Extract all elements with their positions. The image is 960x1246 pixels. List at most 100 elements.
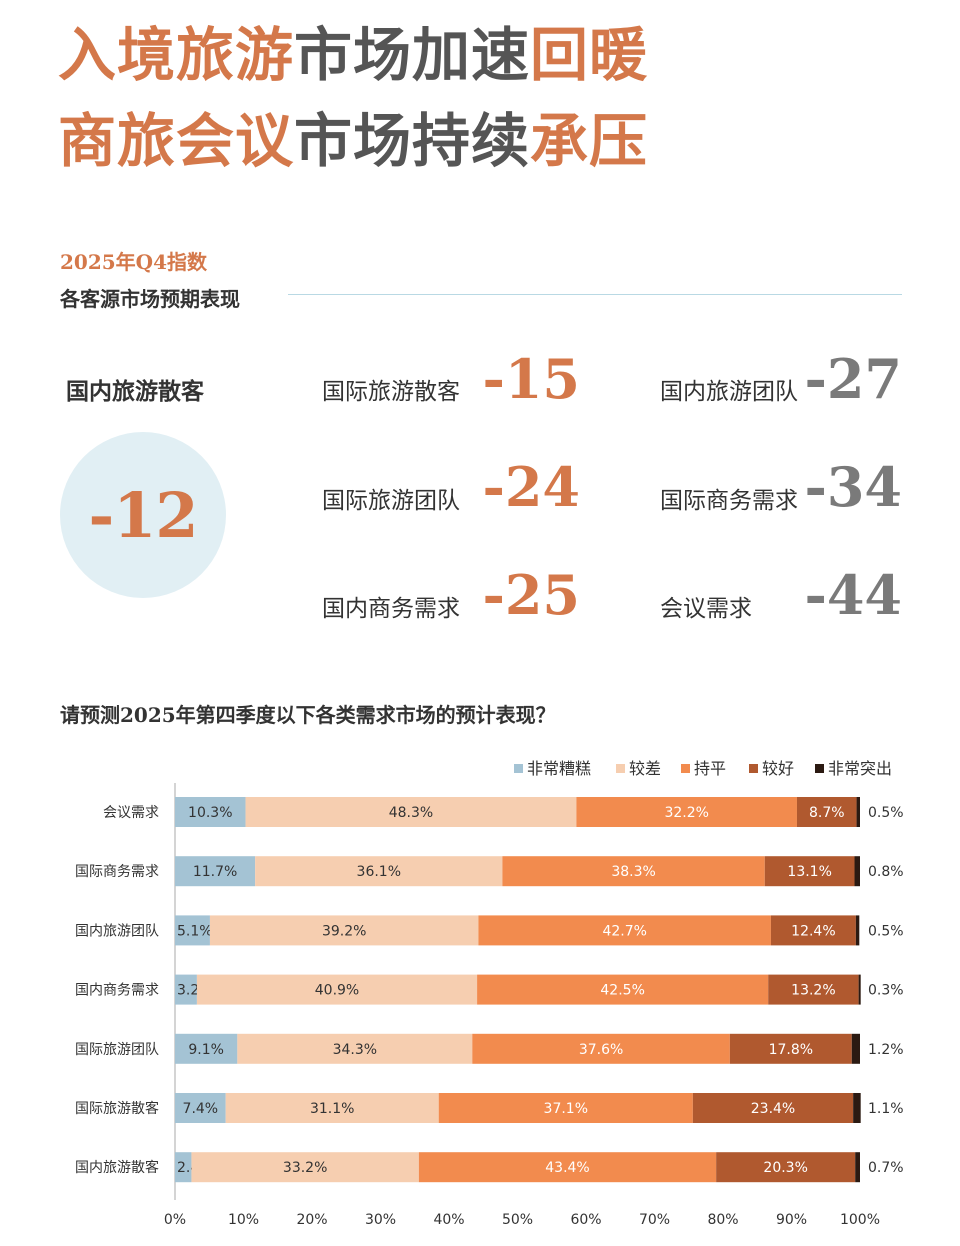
legend-label: 较好	[762, 759, 794, 778]
category-label: 国内旅游团队	[75, 923, 159, 939]
data-label: 8.7%	[809, 805, 845, 821]
metric-value: -27	[804, 347, 902, 411]
data-label: 5.1%	[177, 923, 213, 939]
data-label: 9.1%	[188, 1042, 224, 1058]
highlight-label: 国内旅游散客	[66, 378, 204, 405]
data-label: 40.9%	[315, 983, 359, 999]
bar-segment	[692, 1093, 854, 1123]
bar-segment	[175, 1152, 192, 1183]
bar-segment	[255, 856, 503, 887]
x-tick-label: 70%	[639, 1212, 670, 1228]
data-label: 17.8%	[769, 1042, 813, 1058]
bar-segment	[856, 797, 860, 827]
data-label: 23.4%	[751, 1101, 795, 1117]
title-segment: 入境旅游	[58, 21, 295, 89]
bar-segment	[853, 1093, 861, 1123]
legend-label: 非常糟糕	[527, 759, 591, 778]
bar-segment	[770, 915, 856, 946]
data-label: 20.3%	[763, 1160, 807, 1176]
x-tick-label: 80%	[707, 1212, 738, 1228]
x-tick-label: 0%	[164, 1212, 186, 1228]
bar-segment	[237, 1033, 473, 1064]
bar-segment	[438, 1093, 693, 1123]
category-label: 国内旅游散客	[75, 1159, 159, 1176]
x-tick-label: 50%	[502, 1212, 533, 1228]
title-segment: 回暖	[530, 21, 649, 89]
data-label: 42.7%	[602, 923, 646, 939]
bar-segment	[855, 1152, 860, 1183]
bar-segment	[851, 1033, 860, 1064]
metric-value: -15	[482, 347, 580, 411]
metric-value: -25	[482, 563, 580, 627]
data-label: 34.3%	[333, 1042, 377, 1058]
bar-segment	[855, 915, 860, 946]
bar-segment	[854, 856, 860, 887]
category-label: 国内商务需求	[75, 983, 159, 999]
bar-segment	[209, 915, 479, 946]
title-segment: 市场加速	[294, 21, 531, 89]
bar-segment	[796, 797, 857, 827]
bar-segment	[175, 915, 210, 946]
data-label: 37.6%	[579, 1042, 623, 1058]
metric-label: 国际旅游团队	[322, 488, 460, 514]
title-segment: 承压	[530, 107, 649, 175]
category-label: 会议需求	[103, 805, 159, 821]
metric-value: -44	[804, 563, 902, 627]
metric-value: -24	[482, 455, 580, 519]
bar-segment	[502, 856, 765, 887]
metric-label: 会议需求	[660, 596, 752, 622]
data-label: 1.1%	[868, 1101, 904, 1117]
bar-segment	[191, 1152, 419, 1183]
legend-label: 较差	[629, 759, 661, 778]
data-label: 1.2%	[868, 1042, 904, 1058]
data-label: 0.3%	[868, 983, 904, 999]
x-tick-label: 10%	[228, 1212, 259, 1228]
bar-segment	[196, 974, 478, 1005]
legend-label: 持平	[694, 759, 726, 778]
main-title-line-1: 入境旅游市场加速回暖	[58, 26, 648, 84]
survey-question: 请预测2025年第四季度以下各类需求市场的预计表现？	[60, 703, 556, 727]
x-tick-label: 30%	[365, 1212, 396, 1228]
data-label: 36.1%	[357, 864, 401, 880]
bar-segment	[472, 1033, 730, 1064]
bar-segment	[245, 797, 577, 827]
main-title-line-2: 商旅会议市场持续承压	[58, 112, 648, 170]
data-label: 33.2%	[283, 1160, 327, 1176]
metric-label: 国内商务需求	[322, 596, 460, 622]
category-label: 国际旅游团队	[75, 1042, 159, 1058]
stacked-bar-chart: 非常糟糕 较差 持平 较好 非常突出会议需求国际商务需求 国内旅游团队 国内商务需求 国际旅游…	[0, 750, 960, 1246]
bar-segment	[478, 915, 771, 946]
legend-swatch	[616, 764, 625, 773]
x-tick-label: 60%	[570, 1212, 601, 1228]
data-label: 38.3%	[611, 864, 655, 880]
category-label: 国际商务需求	[75, 864, 159, 880]
highlight-value: -12	[88, 478, 198, 552]
highlight-circle: -12	[60, 432, 226, 598]
data-label: 0.8%	[868, 864, 904, 880]
data-label: 43.4%	[545, 1160, 589, 1176]
index-subtitle: 2025年Q4指数	[60, 250, 208, 274]
legend-swatch	[681, 764, 690, 773]
bar-segment	[716, 1152, 856, 1183]
metric-value: -34	[804, 455, 902, 519]
category-label: 国际旅游散客	[75, 1100, 159, 1117]
title-segment: 商旅会议	[58, 107, 295, 175]
data-label: 37.1%	[544, 1101, 588, 1117]
metric-label: 国际商务需求	[660, 488, 798, 514]
data-label: 12.4%	[791, 923, 835, 939]
data-label: 11.7%	[193, 864, 237, 880]
data-label: 7.4%	[183, 1101, 219, 1117]
data-label: 0.5%	[868, 923, 904, 939]
data-label: 13.2%	[791, 983, 835, 999]
data-label: 48.3%	[389, 805, 433, 821]
legend-swatch	[749, 764, 758, 773]
title-segment: 市场持续	[294, 107, 531, 175]
bar-segment	[225, 1093, 439, 1123]
legend-label: 非常突出	[828, 759, 892, 778]
data-label: 39.2%	[322, 923, 366, 939]
bar-segment	[858, 974, 861, 1005]
data-label: 0.7%	[868, 1160, 904, 1176]
data-label: 42.5%	[600, 983, 644, 999]
bar-segment	[576, 797, 797, 827]
metric-label: 国内旅游团队	[660, 379, 798, 405]
